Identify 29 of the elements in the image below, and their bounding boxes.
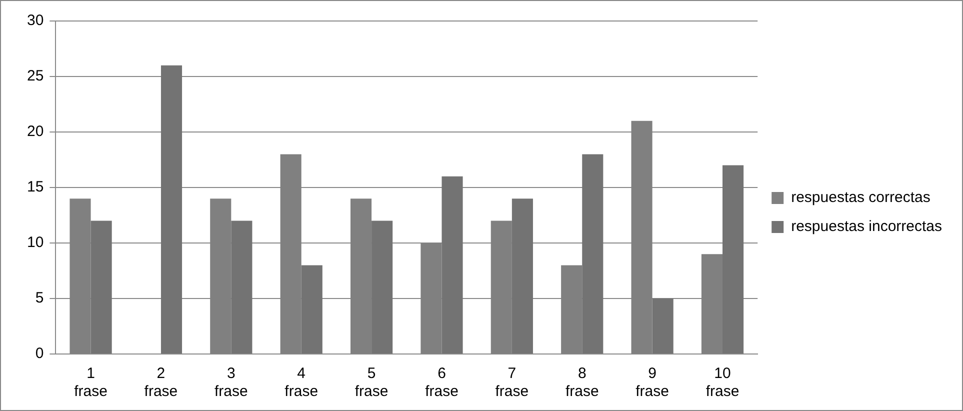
y-tick-label: 5 [35,290,44,307]
x-tick-label: 6 frase [425,365,458,400]
x-tick-label: 10 frase [706,365,740,400]
x-tick-label: 3 frase [214,365,248,400]
y-tick-label: 25 [26,68,44,85]
x-tick-label: 2 frase [144,365,178,400]
x-tick-label: 8 frase [565,365,599,400]
x-tick-label: 1 frase [74,365,108,400]
bar [582,154,604,354]
bar [652,298,674,354]
bar [442,176,463,354]
x-tick-label: 9 frase [636,365,669,400]
y-tick-label: 20 [26,123,44,140]
y-tick-label: 10 [26,234,44,252]
x-tick-label: 7 frase [495,365,529,400]
bar [722,165,744,354]
bar [512,198,533,354]
bar [90,220,112,354]
bar [301,265,322,354]
y-tick-label: 15 [26,178,44,196]
x-tick-label: 5 frase [354,365,388,400]
x-tick-label: 4 frase [284,365,318,400]
y-tick-label: 30 [26,12,44,30]
y-tick-label: 0 [35,345,44,362]
legend-label: respuestas incorrectas [791,218,942,236]
bar [160,65,182,354]
bar [372,220,393,354]
legend-label: respuestas correctas [791,189,930,206]
bar [231,220,252,354]
